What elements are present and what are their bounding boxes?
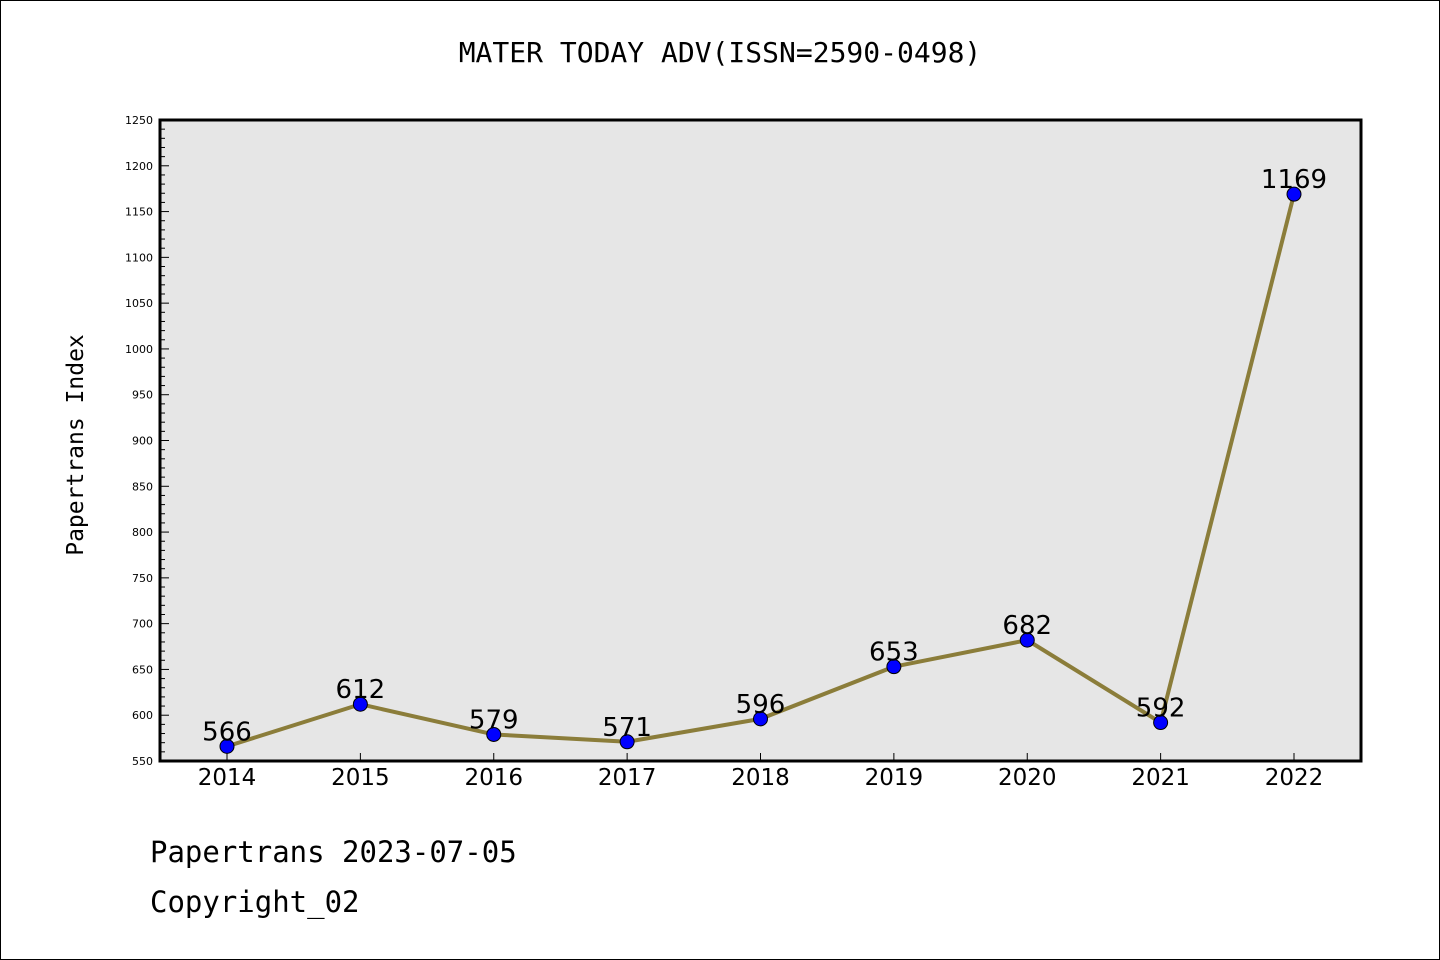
x-tick-label: 2018 [731, 765, 790, 791]
y-tick-label: 550 [132, 755, 153, 768]
data-point [219, 738, 235, 754]
y-tick-label: 1150 [125, 206, 153, 219]
data-point [486, 726, 502, 742]
data-label: 653 [869, 638, 919, 668]
data-label: 1169 [1261, 165, 1327, 195]
y-tick-label: 1100 [125, 251, 153, 264]
data-label: 566 [202, 717, 252, 747]
data-point [1286, 186, 1302, 202]
data-point [1019, 632, 1035, 648]
data-label: 596 [736, 690, 786, 720]
data-markers [219, 186, 1302, 754]
data-point [886, 659, 902, 675]
y-tick-label: 600 [132, 709, 153, 722]
data-label: 592 [1136, 694, 1186, 724]
x-tick-label: 2017 [598, 765, 657, 791]
y-tick-label: 1000 [125, 343, 153, 356]
data-label: 612 [336, 675, 386, 705]
x-tick-label: 2019 [865, 765, 924, 791]
data-label: 571 [602, 713, 652, 743]
footer-date: Papertrans 2023-07-05 [150, 835, 517, 869]
x-tick-label: 2014 [198, 765, 257, 791]
plot-border [158, 118, 1363, 763]
y-tick-label: 800 [132, 526, 153, 539]
x-axis: 2014 2015 2016 2017 2018 2019 2020 2021 2022 [198, 753, 1324, 791]
chart-title: MATER TODAY ADV(ISSN=2590-0498) [458, 36, 982, 69]
y-tick-label: 650 [132, 663, 153, 676]
y-tick-label: 950 [132, 389, 153, 402]
data-point [1153, 715, 1169, 731]
x-tick-label: 2016 [464, 765, 523, 791]
y-tick-label: 700 [132, 618, 153, 631]
x-tick-label: 2021 [1131, 765, 1190, 791]
y-tick-label: 1050 [125, 297, 153, 310]
y-tick-label: 1250 [125, 114, 153, 127]
y-tick-label: 750 [132, 572, 153, 585]
plot-area [160, 120, 1361, 761]
y-tick-label: 850 [132, 480, 153, 493]
y-tick-label: 1200 [125, 160, 153, 173]
data-point [619, 734, 635, 750]
x-tick-label: 2015 [331, 765, 390, 791]
data-point [753, 711, 768, 727]
data-label: 579 [469, 705, 519, 735]
data-point [352, 696, 368, 712]
data-label: 682 [1002, 611, 1052, 641]
x-tick-label: 2020 [998, 765, 1057, 791]
y-tick-label: 900 [132, 435, 153, 448]
x-tick-label: 2022 [1265, 765, 1324, 791]
footer-copyright: Copyright_02 [150, 885, 360, 919]
data-labels: 566 612 579 571 596 653 682 592 1169 [202, 165, 1327, 747]
